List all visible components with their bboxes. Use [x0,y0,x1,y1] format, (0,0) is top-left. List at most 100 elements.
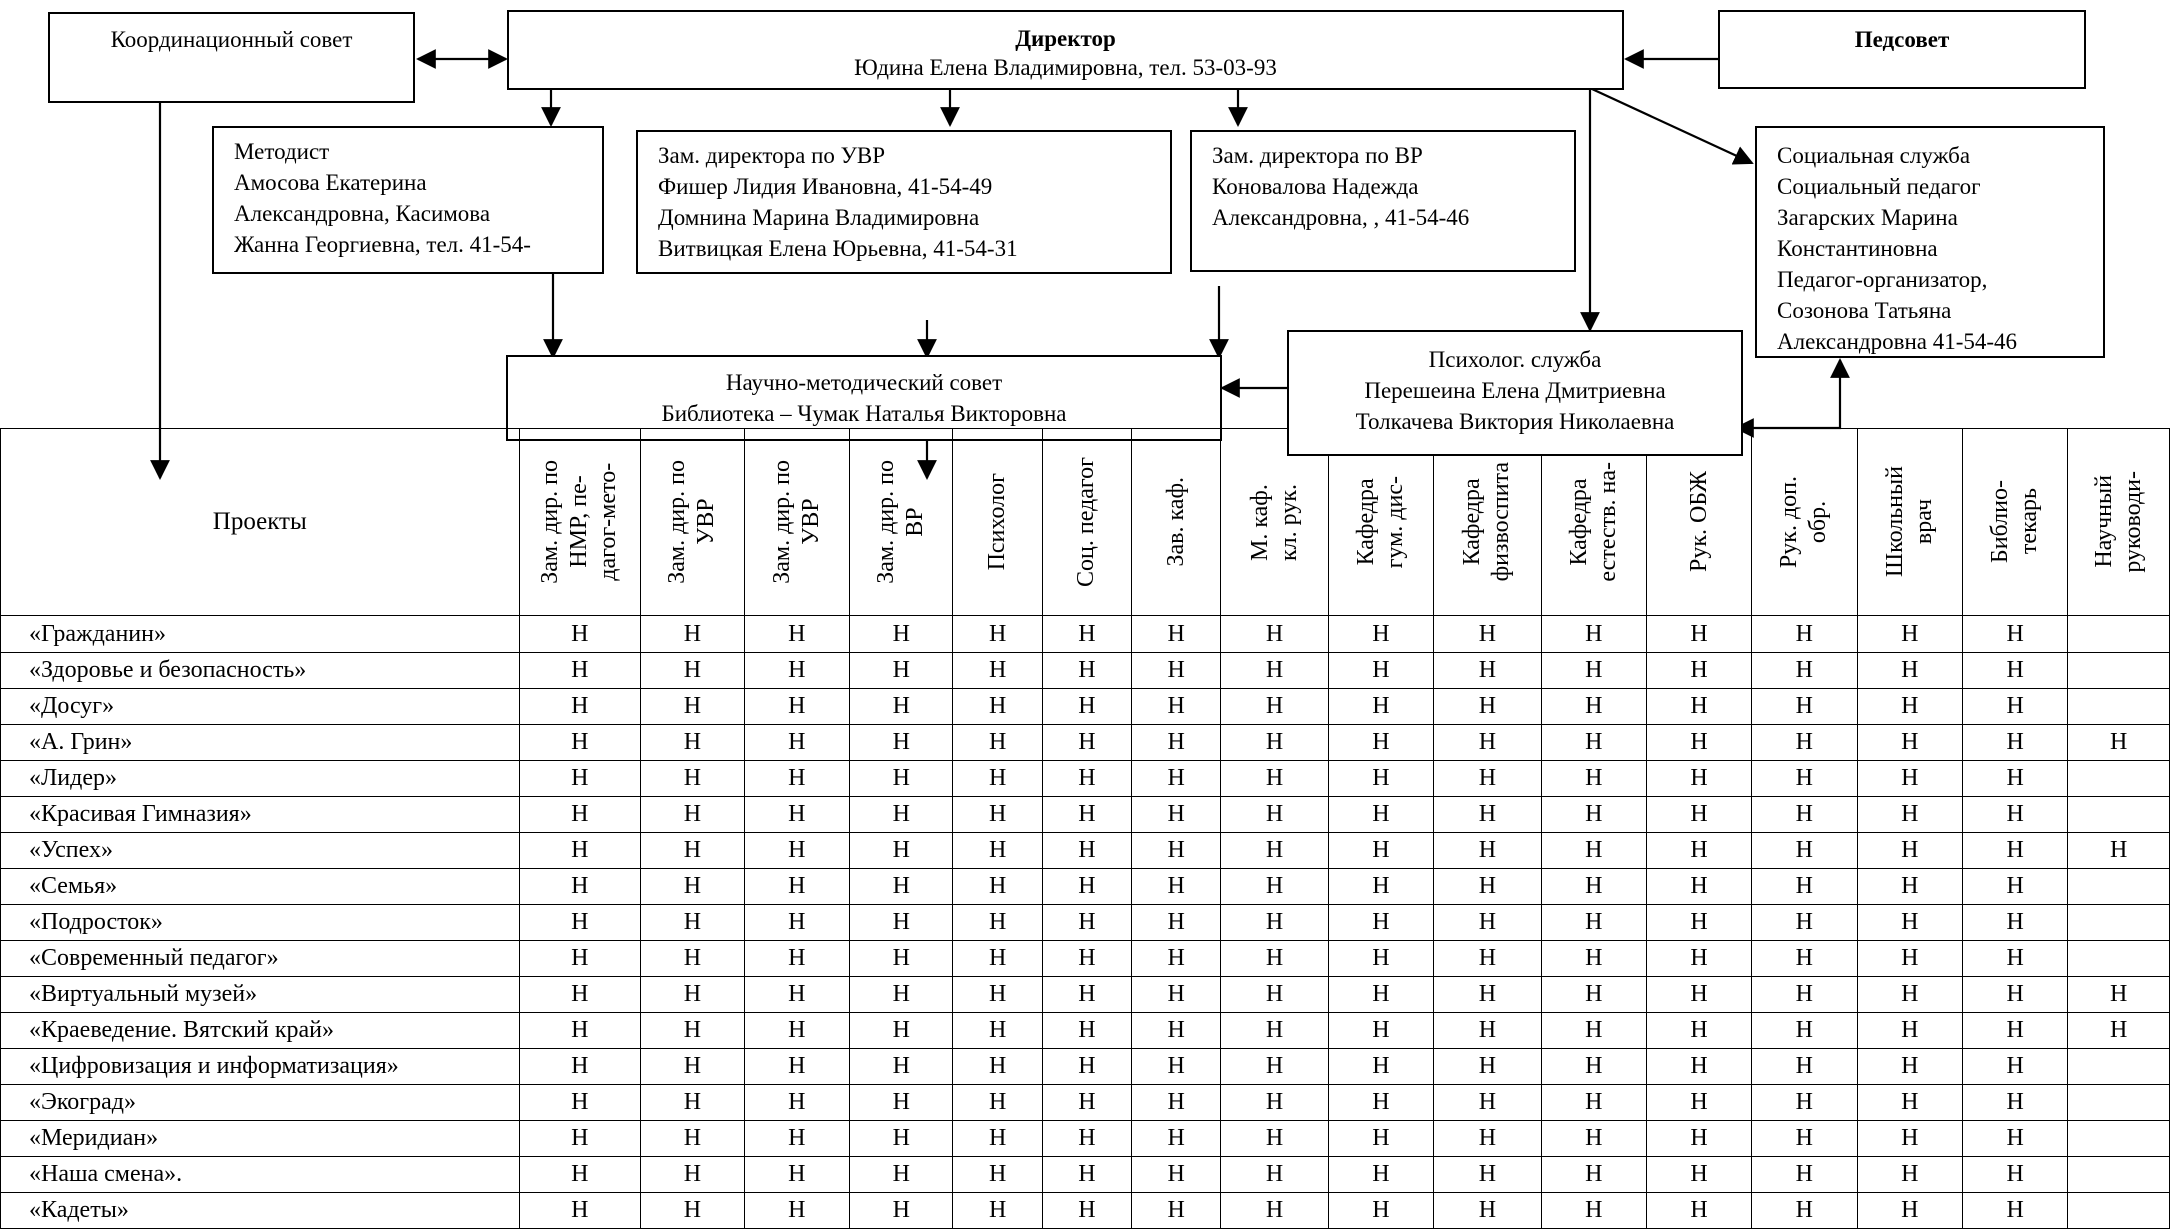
cell-mark: Н [743,724,851,761]
cell-mark: Н [1433,796,1542,833]
cell-mark: Н [1131,832,1222,869]
table-row: «Виртуальный музей» Н Н Н Н Н Н Н Н Н Н Н Н Н Н Н Н [0,976,2170,1013]
cell-mark: Н [743,615,851,653]
cell-mark: Н [1131,940,1222,977]
projects-matrix: Проекты Зам. дир. по НМР, пе- дагог-мето… [0,428,2170,1229]
cell-mark: Н [1041,904,1133,941]
cell-mark: Н [640,976,745,1013]
cell-mark: Н [640,652,745,689]
cell-mark: Н [952,940,1043,977]
cell-mark: Н [2067,976,2170,1013]
cell-mark: Н [1131,796,1222,833]
cell-mark: Н [1131,1120,1222,1157]
cell-mark: Н [518,832,642,869]
social-line-6: Созонова Татьяна [1777,298,1952,323]
cell-mark: Н [1041,615,1133,653]
cell-mark: Н [1041,1192,1133,1229]
director-box: Директор Юдина Елена Владимировна, тел. … [507,10,1624,90]
cell-mark: Н [1751,1120,1858,1157]
col-header: Зам. дир. по УВР [743,428,851,616]
director-title: Директор [1015,26,1116,51]
cell-mark [2067,868,2170,905]
cell-mark: Н [1131,688,1222,725]
cell-mark: Н [1220,1048,1329,1085]
cell-mark [2067,760,2170,797]
cell-mark: Н [952,724,1043,761]
cell-mark: Н [849,940,954,977]
social-line-7: Александровна 41-54-46 [1777,329,2018,354]
cell-mark: Н [1433,832,1542,869]
cell-mark: Н [1961,904,2069,941]
col-header: Библио- текарь [1961,428,2069,616]
cell-mark: Н [518,1048,642,1085]
social-line-3: Загарских Марина [1777,205,1958,230]
table-row: «Подросток» Н Н Н Н Н Н Н Н Н Н Н Н Н Н Н [0,904,2170,941]
cell-mark: Н [1327,940,1435,977]
cell-mark: Н [1131,868,1222,905]
cell-mark: Н [1856,832,1963,869]
cell-mark: Н [1540,1156,1648,1193]
cell-mark: Н [1961,1084,2069,1121]
cell-mark: Н [1327,1012,1435,1049]
cell-mark: Н [1433,868,1542,905]
cell-mark: Н [1220,1012,1329,1049]
uvr-line-4: Витвицкая Елена Юрьевна, 41-54-31 [658,236,1018,261]
cell-mark: Н [1961,1012,2069,1049]
cell-mark: Н [640,1192,745,1229]
cell-mark: Н [640,1084,745,1121]
cell-mark: Н [1327,1192,1435,1229]
cell-mark: Н [1433,940,1542,977]
cell-mark: Н [518,1120,642,1157]
cell-mark: Н [743,868,851,905]
cell-mark: Н [1131,1084,1222,1121]
uvr-box: Зам. директора по УВР Фишер Лидия Иванов… [636,130,1172,274]
cell-mark: Н [1433,724,1542,761]
cell-mark: Н [1856,976,1963,1013]
cell-mark: Н [1856,796,1963,833]
cell-mark: Н [1540,1048,1648,1085]
cell-mark: Н [1220,1156,1329,1193]
cell-mark: Н [849,1120,954,1157]
cell-mark: Н [1041,724,1133,761]
cell-mark: Н [1041,652,1133,689]
cell-mark: Н [1751,688,1858,725]
cell-mark: Н [1751,904,1858,941]
vr-line-2: Коновалова Надежда [1212,174,1419,199]
cell-mark: Н [1220,652,1329,689]
cell-mark: Н [1041,976,1133,1013]
cell-mark: Н [1961,796,2069,833]
metodist-line-2: Амосова Екатерина [234,170,427,195]
cell-mark: Н [1961,1156,2069,1193]
cell-mark: Н [952,1156,1043,1193]
cell-mark: Н [1751,1012,1858,1049]
cell-mark: Н [1540,1012,1648,1049]
cell-mark: Н [1646,688,1753,725]
cell-mark: Н [1131,1012,1222,1049]
cell-mark: Н [1751,1084,1858,1121]
project-name: «Меридиан» [0,1120,520,1157]
cell-mark: Н [1856,688,1963,725]
cell-mark: Н [1856,760,1963,797]
cell-mark: Н [849,1048,954,1085]
cell-mark: Н [1540,868,1648,905]
cell-mark: Н [1327,832,1435,869]
cell-mark: Н [1220,976,1329,1013]
cell-mark: Н [518,1012,642,1049]
cell-mark: Н [1961,724,2069,761]
col-header: Рук. доп. обр. [1751,428,1858,616]
cell-mark: Н [1540,976,1648,1013]
cell-mark: Н [1327,760,1435,797]
cell-mark: Н [640,904,745,941]
cell-mark: Н [1646,1084,1753,1121]
cell-mark: Н [1220,1192,1329,1229]
cell-mark: Н [743,976,851,1013]
cell-mark: Н [1433,760,1542,797]
cell-mark [2067,1156,2170,1193]
cell-mark: Н [640,724,745,761]
cell-mark [2067,615,2170,653]
cell-mark: Н [743,1120,851,1157]
cell-mark: Н [743,760,851,797]
cell-mark: Н [1751,868,1858,905]
cell-mark: Н [952,688,1043,725]
director-name: Юдина Елена Владимировна, тел. 53-03-93 [854,55,1277,80]
